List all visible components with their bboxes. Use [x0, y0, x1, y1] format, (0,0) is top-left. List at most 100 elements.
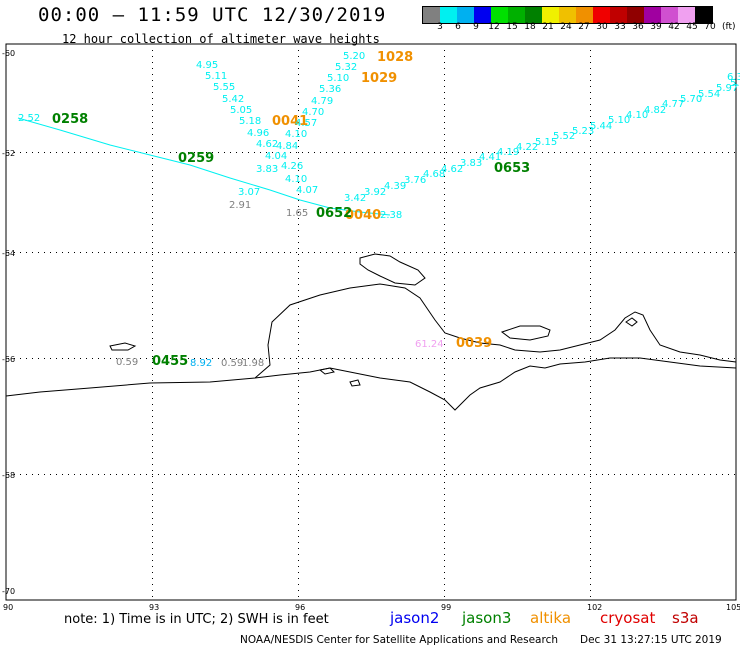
grid-dot: [476, 152, 477, 153]
grid-dot: [298, 98, 299, 99]
grid-dot: [444, 542, 445, 543]
grid-dot: [62, 152, 63, 153]
grid-dot: [298, 74, 299, 75]
wave-height-label: 2.52: [18, 113, 40, 124]
grid-dot: [560, 152, 561, 153]
colorbar-tick-label: 39: [650, 22, 662, 32]
grid-dot: [298, 224, 299, 225]
grid-dot: [692, 252, 693, 253]
grid-dot: [524, 358, 525, 359]
grid-dot: [152, 260, 153, 261]
grid-dot: [350, 358, 351, 359]
wave-height-label: 4.79: [311, 96, 333, 107]
grid-dot: [236, 474, 237, 475]
grid-dot: [444, 386, 445, 387]
colorbar-swatch: [423, 7, 440, 23]
colorbar-tick-label: 70: [704, 22, 716, 32]
grid-dot: [44, 252, 45, 253]
grid-dot: [296, 474, 297, 475]
grid-dot: [298, 266, 299, 267]
grid-dot: [298, 206, 299, 207]
wave-height-label: 5.55: [213, 82, 235, 93]
wave-height-label: 5.15: [535, 137, 557, 148]
grid-dot: [308, 152, 309, 153]
grid-dot: [298, 434, 299, 435]
grid-dot: [548, 152, 549, 153]
grid-dot: [152, 488, 153, 489]
grid-dot: [152, 98, 153, 99]
grid-dot: [176, 358, 177, 359]
grid-dot: [158, 152, 159, 153]
grid-dot: [536, 358, 537, 359]
latitude-label: -64: [2, 249, 15, 258]
grid-dot: [356, 152, 357, 153]
grid-dot: [590, 140, 591, 141]
grid-dot: [284, 358, 285, 359]
grid-dot: [152, 494, 153, 495]
grid-dot: [416, 152, 417, 153]
grid-dot: [152, 404, 153, 405]
grid-dot: [524, 474, 525, 475]
grid-dot: [320, 152, 321, 153]
grid-dot: [638, 152, 639, 153]
grid-dot: [704, 152, 705, 153]
grid-dot: [298, 86, 299, 87]
grid-dot: [494, 152, 495, 153]
grid-dot: [536, 252, 537, 253]
grid-dot: [644, 474, 645, 475]
grid-dot: [302, 474, 303, 475]
wave-height-label: 5.23: [572, 126, 594, 137]
wave-height-label: 3.92: [364, 187, 386, 198]
grid-dot: [298, 380, 299, 381]
wave-height-label: 4.62: [441, 164, 463, 175]
grid-dot: [590, 386, 591, 387]
colorbar-swatch: [508, 7, 525, 23]
grid-dot: [434, 474, 435, 475]
grid-dot: [32, 252, 33, 253]
grid-dot: [298, 452, 299, 453]
grid-dot: [86, 252, 87, 253]
grid-dot: [590, 380, 591, 381]
grid-dot: [386, 152, 387, 153]
grid-dot: [356, 474, 357, 475]
grid-dot: [284, 252, 285, 253]
grid-dot: [314, 358, 315, 359]
grid-dot: [298, 422, 299, 423]
grid-dot: [656, 358, 657, 359]
grid-dot: [298, 578, 299, 579]
grid-dot: [298, 278, 299, 279]
grid-dot: [434, 358, 435, 359]
grid-dot: [272, 358, 273, 359]
grid-dot: [590, 446, 591, 447]
grid-dot: [590, 200, 591, 201]
grid-dot: [338, 152, 339, 153]
grid-dot: [332, 358, 333, 359]
grid-dot: [242, 358, 243, 359]
grid-dot: [444, 302, 445, 303]
colorbar-swatch: [457, 7, 474, 23]
grid-dot: [170, 152, 171, 153]
colorbar-swatch: [627, 7, 644, 23]
grid-dot: [298, 404, 299, 405]
grid-dot: [298, 398, 299, 399]
grid-dot: [368, 152, 369, 153]
grid-dot: [398, 474, 399, 475]
grid-dot: [590, 524, 591, 525]
grid-dot: [152, 344, 153, 345]
grid-dot: [104, 358, 105, 359]
grid-dot: [590, 86, 591, 87]
grid-dot: [152, 358, 153, 359]
grid-dot: [554, 152, 555, 153]
antarctic-coastline: [5, 283, 737, 397]
grid-dot: [194, 358, 195, 359]
grid-dot: [444, 176, 445, 177]
grid-dot: [152, 152, 153, 153]
grid-dot: [152, 252, 153, 253]
colorbar-swatch: [440, 7, 457, 23]
grid-dot: [444, 272, 445, 273]
grid-dot: [152, 140, 153, 141]
grid-dot: [20, 252, 21, 253]
wave-height-label: 4.19: [497, 147, 519, 158]
grid-dot: [152, 368, 153, 369]
grid-dot: [122, 358, 123, 359]
